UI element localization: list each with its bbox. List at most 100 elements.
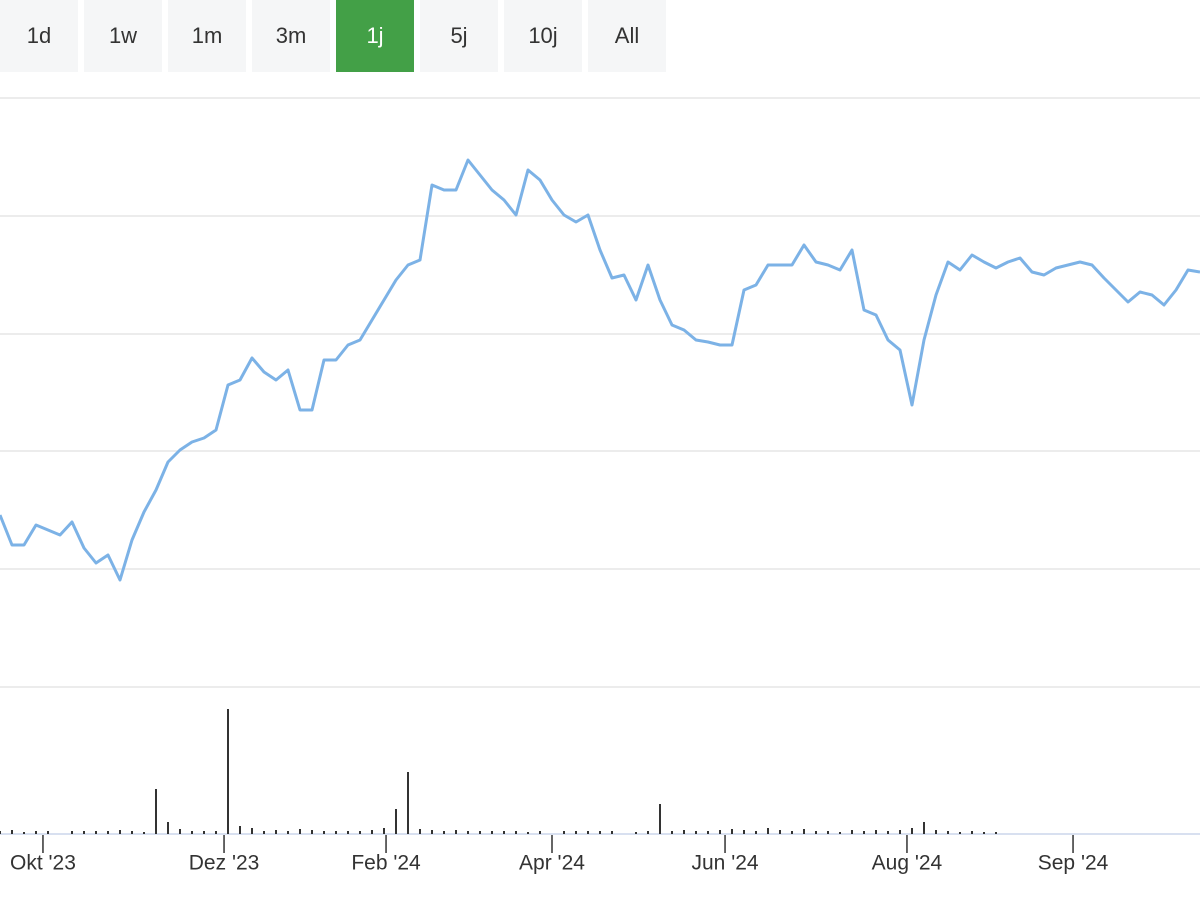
volume-bar — [839, 832, 841, 834]
volume-bar — [287, 831, 289, 834]
volume-bar — [971, 831, 973, 834]
volume-bar — [875, 830, 877, 834]
volume-bar — [83, 831, 85, 834]
volume-bar — [683, 830, 685, 834]
volume-bar — [935, 830, 937, 834]
volume-bar — [251, 828, 253, 834]
volume-bar — [947, 831, 949, 834]
volume-bar — [311, 830, 313, 834]
range-button-label[interactable]: 1m — [192, 23, 223, 48]
x-tick-label: Okt '23 — [10, 852, 76, 875]
volume-bar — [143, 832, 145, 834]
volume-bar — [479, 831, 481, 834]
volume-bar — [599, 831, 601, 834]
volume-bar — [779, 830, 781, 834]
volume-bar — [155, 789, 157, 834]
volume-bar — [167, 822, 169, 834]
volume-bar — [11, 830, 13, 834]
volume-bar — [731, 829, 733, 834]
volume-bar — [959, 832, 961, 834]
range-button[interactable] — [0, 0, 78, 72]
volume-bar — [563, 831, 565, 834]
volume-bar — [335, 831, 337, 834]
range-button[interactable] — [336, 0, 414, 72]
range-button[interactable] — [588, 0, 666, 72]
range-button-label[interactable]: All — [615, 23, 639, 48]
volume-bar — [611, 831, 613, 834]
volume-bar — [587, 831, 589, 834]
range-button-label[interactable]: 1w — [109, 23, 137, 48]
volume-bar — [323, 831, 325, 834]
range-button-label[interactable]: 10j — [528, 23, 557, 48]
volume-bar — [467, 831, 469, 834]
range-button[interactable] — [504, 0, 582, 72]
range-button[interactable] — [168, 0, 246, 72]
x-tick-label: Aug '24 — [872, 852, 943, 875]
volume-bar — [767, 828, 769, 834]
volume-bar — [659, 804, 661, 834]
volume-bar — [899, 830, 901, 834]
volume-bar — [395, 809, 397, 834]
volume-bar — [191, 831, 193, 834]
volume-bar — [455, 830, 457, 834]
volume-bar — [539, 831, 541, 834]
volume-bar — [23, 832, 25, 834]
range-button[interactable] — [420, 0, 498, 72]
volume-bar — [983, 832, 985, 834]
volume-bar — [47, 831, 49, 834]
volume-bar — [863, 831, 865, 834]
volume-bar — [911, 828, 913, 834]
volume-bar — [299, 829, 301, 834]
volume-bar — [131, 831, 133, 834]
volume-bar — [263, 831, 265, 834]
volume-bar — [359, 831, 361, 834]
volume-bar — [995, 832, 997, 834]
volume-bar — [419, 829, 421, 834]
x-tick-label: Dez '23 — [189, 852, 260, 875]
volume-bar — [215, 831, 217, 834]
price-line — [0, 158, 1200, 582]
volume-bar — [35, 831, 37, 834]
volume-bar — [887, 831, 889, 834]
volume-bar — [239, 826, 241, 834]
volume-bar — [671, 831, 673, 834]
range-button[interactable] — [252, 0, 330, 72]
volume-bar — [575, 831, 577, 834]
volume-bar — [407, 772, 409, 834]
volume-bar — [515, 831, 517, 834]
volume-bar — [107, 831, 109, 834]
volume-bar — [791, 831, 793, 834]
volume-bar — [707, 831, 709, 834]
volume-bar — [119, 830, 121, 834]
volume-bar — [347, 831, 349, 834]
volume-bar — [647, 831, 649, 834]
range-button[interactable] — [84, 0, 162, 72]
x-tick-label: Sep '24 — [1038, 852, 1109, 875]
volume-bar — [431, 830, 433, 834]
range-button-label[interactable]: 3m — [276, 23, 307, 48]
volume-bar — [923, 822, 925, 834]
volume-bar — [275, 830, 277, 834]
volume-bar — [743, 830, 745, 834]
volume-bar — [0, 831, 1, 834]
volume-bar — [695, 831, 697, 834]
volume-bar — [503, 831, 505, 834]
volume-bar — [203, 831, 205, 834]
x-tick-label: Apr '24 — [519, 852, 585, 875]
volume-bar — [179, 829, 181, 834]
volume-bar — [95, 831, 97, 834]
volume-bar — [719, 830, 721, 834]
volume-bar — [491, 831, 493, 834]
x-tick-label: Jun '24 — [692, 852, 759, 875]
volume-bar — [527, 832, 529, 834]
range-button-label[interactable]: 1d — [27, 23, 51, 48]
volume-bar — [851, 830, 853, 834]
range-button-label[interactable]: 5j — [450, 23, 467, 48]
volume-bar — [755, 831, 757, 834]
range-button-label[interactable]: 1j — [366, 23, 383, 48]
volume-bar — [815, 831, 817, 834]
volume-bar — [443, 831, 445, 834]
volume-bar — [383, 828, 385, 834]
x-tick-label: Feb '24 — [351, 852, 421, 875]
